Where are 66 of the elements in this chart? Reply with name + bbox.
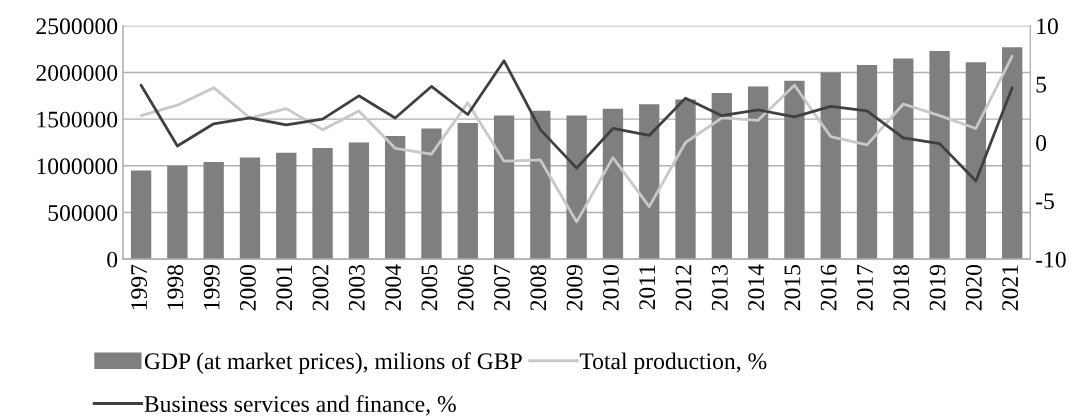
bar xyxy=(856,65,878,260)
x-tick-label: 2003 xyxy=(348,264,365,311)
bar xyxy=(312,148,333,260)
y2-tick-label: 10 xyxy=(1037,18,1058,35)
bar xyxy=(711,93,732,260)
line-series xyxy=(139,59,1014,183)
y2-tick-label: -5 xyxy=(1036,193,1054,210)
bar xyxy=(602,108,624,260)
x-tick-label: 1998 xyxy=(167,264,184,310)
y-tick-label: 500000 xyxy=(48,204,118,221)
x-tick-label: 2004 xyxy=(385,264,402,311)
y-tick-label: 2000000 xyxy=(36,64,118,81)
x-tick-label: 2007 xyxy=(494,264,510,311)
x-tick-label: 1997 xyxy=(131,264,147,310)
y-tick-label: 1500000 xyxy=(37,111,118,128)
bar xyxy=(203,162,224,260)
y-tick-label: 2500000 xyxy=(36,18,118,35)
y-tick-label: 0 xyxy=(107,251,118,268)
x-tick-label: 2016 xyxy=(820,264,837,311)
y2-tick-label: -10 xyxy=(1036,251,1066,268)
x-tick-label: 2015 xyxy=(784,264,801,311)
legend-label: Business services and finance, % xyxy=(144,395,456,416)
bar xyxy=(493,115,515,260)
bar xyxy=(530,110,551,260)
x-tick-label: 2013 xyxy=(711,264,728,311)
bar xyxy=(348,142,370,260)
y2-tick-label: 5 xyxy=(1036,76,1047,93)
x-tick-label: 2021 xyxy=(1002,265,1019,311)
bar xyxy=(239,157,261,260)
bar xyxy=(820,72,841,260)
bar xyxy=(747,86,769,260)
x-tick-label: 2011 xyxy=(639,265,656,310)
legend-label: GDP (at market prices), milions of GBP xyxy=(144,352,522,374)
x-tick-label: 2001 xyxy=(276,265,293,311)
x-tick-label: 2002 xyxy=(312,265,329,311)
bar xyxy=(130,170,152,260)
x-tick-label: 2008 xyxy=(530,264,547,311)
bar xyxy=(639,104,660,260)
bar xyxy=(385,135,406,260)
x-tick-label: 2010 xyxy=(602,264,619,311)
y2-tick-label: 0 xyxy=(1036,134,1047,151)
bar xyxy=(675,99,696,260)
x-tick-label: 2014 xyxy=(748,264,765,311)
legend-label: Total production, % xyxy=(579,352,767,374)
y-tick-label: 1000000 xyxy=(37,158,118,175)
x-tick-label: 2019 xyxy=(929,265,946,311)
bar xyxy=(1002,47,1023,260)
bar xyxy=(893,58,914,260)
bar xyxy=(421,128,442,260)
x-tick-label: 2000 xyxy=(239,264,256,311)
x-tick-label: 2017 xyxy=(856,264,873,311)
bar xyxy=(566,115,587,260)
x-tick-label: 2006 xyxy=(457,264,474,311)
bar xyxy=(929,51,950,260)
x-tick-label: 2005 xyxy=(421,264,438,311)
x-tick-label: 2018 xyxy=(893,264,910,311)
x-tick-label: 2012 xyxy=(675,265,692,311)
x-tick-label: 1999 xyxy=(203,265,220,310)
bar xyxy=(784,80,805,260)
bar xyxy=(965,62,987,260)
bar xyxy=(457,122,478,260)
x-tick-label: 2009 xyxy=(566,265,583,311)
bar xyxy=(276,152,297,260)
line-series xyxy=(139,54,1014,224)
x-tick-label: 2020 xyxy=(965,264,982,311)
bar xyxy=(167,165,188,260)
